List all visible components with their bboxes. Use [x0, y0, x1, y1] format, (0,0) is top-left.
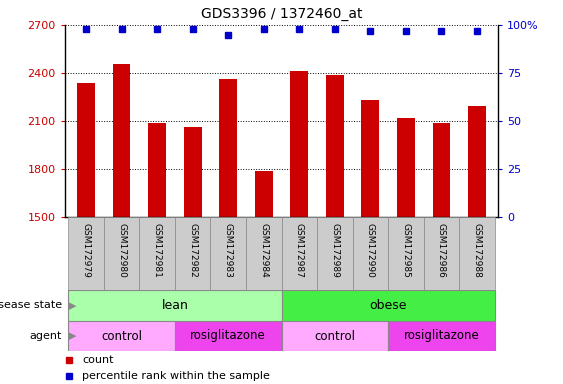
Bar — [255, 170, 272, 384]
Bar — [246, 217, 282, 290]
Bar — [148, 122, 166, 384]
Text: GSM172980: GSM172980 — [117, 223, 126, 278]
Text: GSM172988: GSM172988 — [472, 223, 481, 278]
Text: GSM172987: GSM172987 — [295, 223, 304, 278]
Bar — [397, 118, 415, 384]
Title: GDS3396 / 1372460_at: GDS3396 / 1372460_at — [201, 7, 362, 21]
Bar — [317, 217, 352, 290]
Bar — [140, 217, 175, 290]
Text: control: control — [314, 329, 355, 343]
Bar — [104, 217, 140, 290]
Bar — [211, 217, 246, 290]
Bar — [68, 321, 175, 351]
Bar — [388, 217, 423, 290]
Bar — [77, 83, 95, 384]
Bar — [220, 79, 237, 384]
Text: ▶: ▶ — [68, 300, 76, 310]
Text: GSM172982: GSM172982 — [188, 223, 197, 278]
Bar — [282, 290, 495, 321]
Bar — [291, 71, 308, 384]
Bar — [352, 217, 388, 290]
Text: GSM172990: GSM172990 — [366, 223, 375, 278]
Text: GSM172983: GSM172983 — [224, 223, 233, 278]
Bar — [282, 217, 317, 290]
Text: percentile rank within the sample: percentile rank within the sample — [82, 371, 270, 381]
Bar — [459, 217, 495, 290]
Bar — [68, 217, 104, 290]
Text: GSM172986: GSM172986 — [437, 223, 446, 278]
Bar — [326, 74, 343, 384]
Text: rosiglitazone: rosiglitazone — [404, 329, 479, 343]
Text: GSM172981: GSM172981 — [153, 223, 162, 278]
Bar — [113, 64, 131, 384]
Text: GSM172989: GSM172989 — [330, 223, 339, 278]
Text: agent: agent — [29, 331, 62, 341]
Text: rosiglitazone: rosiglitazone — [190, 329, 266, 343]
Bar — [68, 290, 282, 321]
Bar — [423, 217, 459, 290]
Text: disease state: disease state — [0, 300, 62, 310]
Bar — [184, 127, 202, 384]
Bar — [468, 106, 486, 384]
Bar — [175, 217, 211, 290]
Text: count: count — [82, 356, 114, 366]
Text: GSM172984: GSM172984 — [259, 223, 268, 278]
Text: obese: obese — [369, 299, 407, 312]
Bar — [388, 321, 495, 351]
Text: GSM172979: GSM172979 — [82, 223, 91, 278]
Bar — [175, 321, 282, 351]
Bar — [361, 100, 379, 384]
Bar — [432, 122, 450, 384]
Text: ▶: ▶ — [68, 331, 76, 341]
Bar — [282, 321, 388, 351]
Text: lean: lean — [162, 299, 189, 312]
Text: control: control — [101, 329, 142, 343]
Text: GSM172985: GSM172985 — [401, 223, 410, 278]
